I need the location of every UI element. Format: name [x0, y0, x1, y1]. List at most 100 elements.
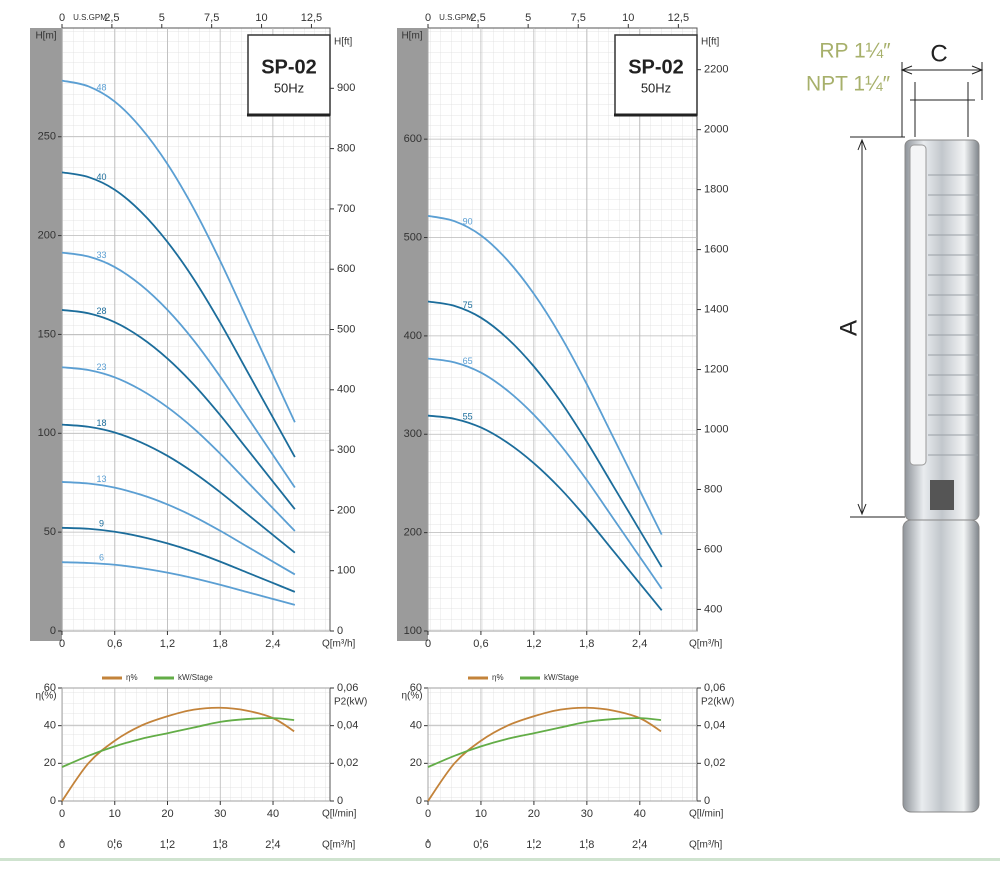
y-tick-label: 300 [404, 428, 422, 440]
y-axis-label: η(%) [401, 691, 422, 702]
legend-label: kW/Stage [178, 673, 213, 682]
curve-label: 13 [97, 474, 107, 484]
curve-label: 9 [99, 519, 104, 529]
curve-label: 48 [97, 82, 107, 92]
y-tick-label: 60 [410, 682, 422, 694]
y2-tick-label: 900 [337, 82, 355, 94]
x-tick-label: 40 [634, 808, 646, 820]
curve-label: 65 [463, 356, 473, 366]
chart-title: SP-02 [628, 56, 684, 78]
y-axis-label: H[m] [401, 31, 422, 42]
title-box [614, 34, 698, 116]
x-tick-label: 40 [267, 808, 279, 820]
dim-a: A [835, 320, 862, 336]
series-line [61, 481, 296, 576]
y2-tick-label: 1600 [704, 243, 728, 255]
x-top-tick-label: 5 [159, 12, 165, 24]
x-top-tick-label: 2,5 [470, 12, 485, 24]
series-line [61, 366, 296, 532]
chart-subtitle: 50Hz [641, 80, 671, 95]
y2-tick-label: 800 [337, 143, 355, 155]
x-top-tick-label: 5 [525, 12, 531, 24]
y2-axis-label: H[ft] [701, 37, 720, 48]
x-top-tick-label: 7,5 [571, 12, 586, 24]
y-tick-label: 50 [44, 526, 56, 538]
plot-area [61, 27, 331, 632]
y2-tick-label: 500 [337, 323, 355, 335]
y2-tick-label: 200 [337, 504, 355, 516]
x-tick-label: 0 [425, 638, 431, 650]
axis-strip [30, 28, 62, 641]
y2-tick-label: 600 [704, 543, 722, 555]
x-tick-label: 0 [425, 808, 431, 820]
y2-tick-label: 600 [337, 263, 355, 275]
y-tick-label: 150 [38, 328, 56, 340]
y-axis-label: η(%) [35, 691, 56, 702]
x-axis-label: Q[l/min] [322, 809, 357, 820]
y-tick-label: 200 [404, 527, 422, 539]
x-bottom2-tick-label: 1,2 [526, 839, 541, 851]
y2-tick-label: 0,06 [337, 682, 358, 694]
x-bottom2-tick-label: 2,4 [265, 839, 280, 851]
curve-label: 40 [97, 172, 107, 182]
series-line [427, 717, 662, 768]
y2-tick-label: 1200 [704, 363, 728, 375]
pump-drawing: RP 1¼″ NPT 1¼″ C A [806, 40, 984, 813]
y-tick-label: 0 [50, 795, 56, 807]
y2-tick-label: 0,04 [704, 720, 725, 732]
dimension-lines [850, 62, 984, 518]
x-axis-label: Q[m³/h] [322, 639, 356, 650]
y2-tick-label: 2000 [704, 124, 728, 136]
legend-label: kW/Stage [544, 673, 579, 682]
footer-rule [0, 858, 1000, 861]
x-tick-label: 0,6 [473, 638, 488, 650]
x-top-axis-label: U.S.GPM [439, 13, 473, 22]
y-tick-label: 60 [44, 682, 56, 694]
y-tick-label: 40 [44, 720, 56, 732]
series-line [61, 717, 295, 768]
y2-tick-label: 1800 [704, 184, 728, 196]
y-axis-label: H[m] [35, 31, 56, 42]
curve-label: 18 [97, 418, 107, 428]
motor [902, 519, 980, 813]
y-tick-label: 100 [38, 427, 56, 439]
curve-label: 6 [99, 552, 104, 562]
legend-label: η% [126, 673, 138, 682]
y2-tick-label: 100 [337, 565, 355, 577]
series-line [427, 414, 663, 611]
x-bottom2-tick-label: 1,8 [213, 839, 228, 851]
plot-area [61, 687, 331, 802]
x-top-tick-label: 0 [425, 12, 431, 24]
x-bottom2-axis-label: Q[m³/h] [689, 840, 723, 851]
y2-axis-label: P2(kW) [334, 697, 367, 708]
chart: 0 20 40 60 0 10 20 30 40 0 0,02 0,04 0,06 0 0,6 1,2 1,8 2… [35, 673, 367, 852]
curve-label: 75 [463, 300, 473, 310]
curve-label: 33 [97, 250, 107, 260]
series-line [61, 251, 296, 488]
x-top-tick-label: 10 [622, 12, 634, 24]
x-tick-label: 1,2 [160, 638, 175, 650]
series-line [61, 526, 296, 593]
thread-rp: RP 1¼″ [819, 40, 891, 63]
y-tick-label: 0 [50, 625, 56, 637]
y2-tick-label: 0,06 [704, 682, 725, 694]
y2-tick-label: 2200 [704, 64, 728, 76]
y2-tick-label: 400 [337, 384, 355, 396]
x-tick-label: 0 [59, 638, 65, 650]
y2-tick-label: 0 [704, 795, 710, 807]
y-tick-label: 0 [416, 795, 422, 807]
chart-subtitle: 50Hz [274, 80, 304, 95]
y-tick-label: 100 [404, 625, 422, 637]
x-bottom2-tick-label: 1,2 [160, 839, 175, 851]
curve-label: 90 [463, 217, 473, 227]
chart: 0 20 40 60 0 10 20 30 40 0 0,02 0,04 0,06 0 0,6 1,2 1,8 2… [401, 673, 734, 852]
x-top-tick-label: 10 [255, 12, 267, 24]
y-tick-label: 20 [44, 757, 56, 769]
y-tick-label: 20 [410, 757, 422, 769]
x-bottom2-axis-label: Q[m³/h] [322, 840, 356, 851]
x-top-tick-label: 12,5 [668, 12, 689, 24]
series-line [61, 561, 296, 606]
